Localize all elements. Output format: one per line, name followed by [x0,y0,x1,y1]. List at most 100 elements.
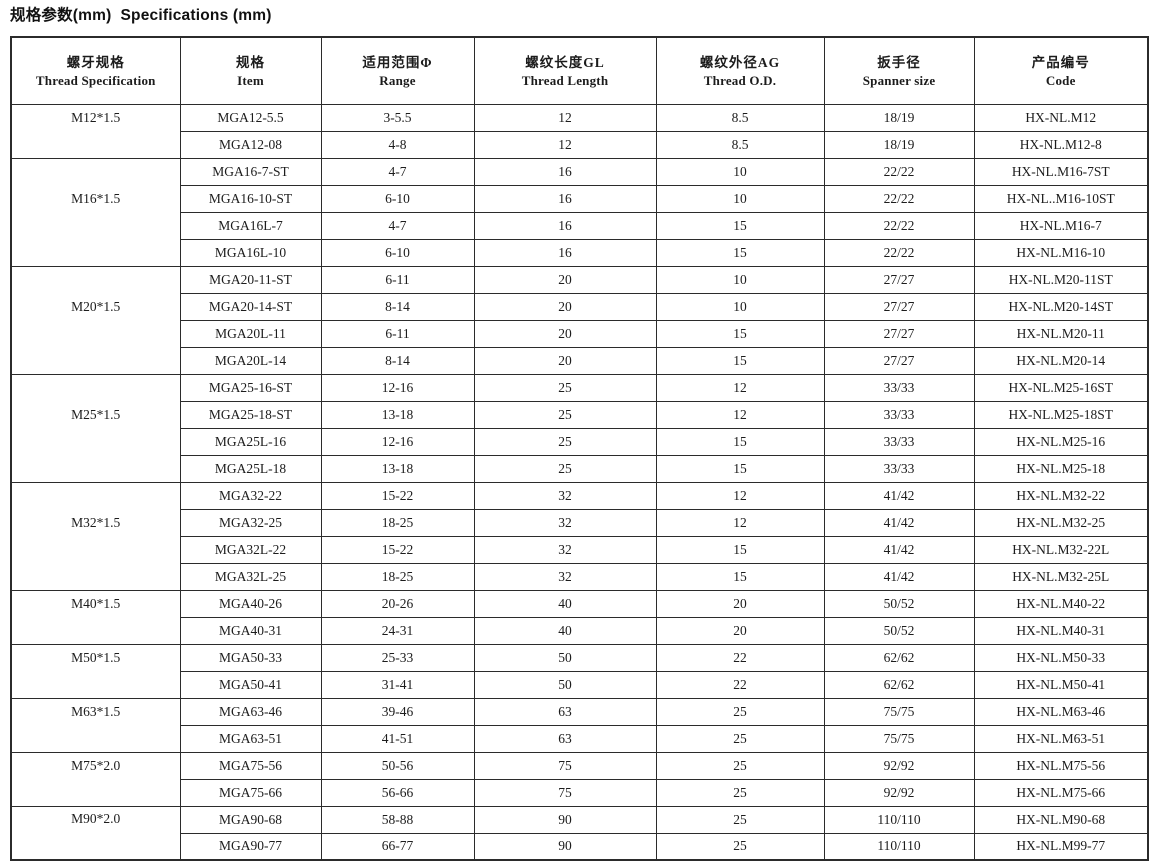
table-row: M75*2.0 MGA75-56 50-56 75 25 92/92 HX-NL.M75-5… [10,751,1149,807]
table-row: MGA32L-22 15-22 32 15 41/42 HX-NL.M32-22L [11,535,1149,564]
cell: MGA32-25 [179,508,322,537]
cell: HX-NL.M20-14 [973,346,1149,375]
cell: MGA16L-10 [179,238,322,267]
cell: 10 [655,292,825,321]
thread-spec-cell: M50*1.5 [10,643,181,699]
cell: 31-41 [320,670,475,699]
cell: 75/75 [823,724,975,753]
cell: 41/42 [823,481,975,510]
thread-spec-cell: M32*1.5 [10,481,181,591]
cell: 25 [655,724,825,753]
cell: 90 [473,805,657,834]
cell: 40 [473,589,657,618]
cell: 12 [655,373,825,402]
table-row: M63*1.5 MGA63-46 39-46 63 25 75/75 HX-NL.M63-4… [10,697,1149,753]
cell: 110/110 [823,805,975,834]
cell: MGA75-56 [179,751,322,780]
cell: 10 [655,157,825,186]
cell: MGA20-14-ST [179,292,322,321]
cell: 90 [473,832,657,861]
cell: 22/22 [823,238,975,267]
cell: HX-NL.M32-25L [973,562,1149,591]
cell: 15 [655,238,825,267]
cell: 66-77 [320,832,475,861]
cell: 25 [473,427,657,456]
page-title: 规格参数(mm) Specifications (mm) [10,7,272,24]
cell: 16 [473,157,657,186]
cell: MGA25L-16 [179,427,322,456]
cell: 15 [655,454,825,483]
cell: 41/42 [823,562,975,591]
cell: 50 [473,670,657,699]
header-row: 螺牙规格 Thread Specification 规格 Item 适用范围Φ Range… [10,36,1149,105]
cell: MGA20-11-ST [179,265,322,294]
cell: 75 [473,751,657,780]
table-row: MGA25L-16 12-16 25 15 33/33 HX-NL.M25-16 [11,427,1149,456]
header-label-en: Thread Specification [35,72,156,88]
cell: 58-88 [320,805,475,834]
cell: HX-NL.M16-7ST [973,157,1149,186]
cell: 41/42 [823,508,975,537]
cell: 6-10 [320,238,475,267]
cell: HX-NL..M16-10ST [973,184,1149,213]
cell: HX-NL.M32-22L [973,535,1149,564]
thread-spec-cell: M25*1.5 [10,373,181,483]
thread-spec-cell: M90*2.0 [10,805,181,861]
cell: 41/42 [823,535,975,564]
cell: 6-10 [320,184,475,213]
cell: 6-11 [320,265,475,294]
cell: 25 [655,778,825,807]
cell: 33/33 [823,373,975,402]
cell: 22/22 [823,211,975,240]
cell: HX-NL.M63-46 [973,697,1149,726]
table-row: MGA12-08 4-8 12 8.5 18/19 HX-NL.M12-8 [11,130,1149,159]
table-row: M20*1.5 MGA20-11-ST 6-11 20 10 27/27 HX-NL.M20… [10,265,1149,375]
cell: 25 [655,805,825,834]
header-label-zh: 螺牙规格 [66,54,125,70]
cell: HX-NL.M25-16 [973,427,1149,456]
header-label-en: Item [237,72,264,88]
table-row: MGA90-77 66-77 90 25 110/110 HX-NL.M99-77 [11,832,1149,861]
table-body: M12*1.5 MGA12-5.5 3-5.5 12 8.5 18/19 HX-NL.M12… [10,103,1149,861]
cell: 24-31 [320,616,475,645]
cell: 15 [655,319,825,348]
cell: MGA50-41 [179,670,322,699]
table-row: M16*1.5 MGA16-7-ST 4-7 16 10 22/22 HX-NL.M16-7… [10,157,1149,267]
cell: 15-22 [320,481,475,510]
cell: 20 [473,265,657,294]
table-row: MGA25-18-ST 13-18 25 12 33/33 HX-NL.M25-18ST [11,400,1149,429]
cell: HX-NL.M32-25 [973,508,1149,537]
cell: 12 [473,103,657,132]
table-row: MGA50-41 31-41 50 22 62/62 HX-NL.M50-41 [11,670,1149,699]
table-row: MGA20L-11 6-11 20 15 27/27 HX-NL.M20-11 [11,319,1149,348]
header-cell-3: 螺纹长度GL Thread Length [473,36,657,105]
table-row: MGA16-10-ST 6-10 16 10 22/22 HX-NL..M16-10ST [11,184,1149,213]
header-label-en: Code [1045,72,1076,88]
cell: HX-NL.M99-77 [973,832,1149,861]
header-label-zh: 适用范围Φ [362,54,433,70]
cell: MGA40-26 [179,589,322,618]
cell: 75 [473,778,657,807]
cell: MGA12-5.5 [179,103,322,132]
cell: 20 [473,292,657,321]
cell: 12 [655,481,825,510]
cell: MGA12-08 [179,130,322,159]
cell: HX-NL.M75-66 [973,778,1149,807]
header-cell-4: 螺纹外径AG Thread O.D. [655,36,825,105]
header-cell-1: 规格 Item [179,36,322,105]
header-label-zh: 螺纹外径AG [699,54,781,70]
cell: MGA63-46 [179,697,322,726]
cell: HX-NL.M12-8 [973,130,1149,159]
table-row: MGA20L-14 8-14 20 15 27/27 HX-NL.M20-14 [11,346,1149,375]
cell: MGA25-18-ST [179,400,322,429]
table-row: MGA16L-7 4-7 16 15 22/22 HX-NL.M16-7 [11,211,1149,240]
table-row: MGA40-31 24-31 40 20 50/52 HX-NL.M40-31 [11,616,1149,645]
cell: 8-14 [320,292,475,321]
cell: HX-NL.M75-56 [973,751,1149,780]
cell: 32 [473,481,657,510]
cell: 15 [655,427,825,456]
table-row: M50*1.5 MGA50-33 25-33 50 22 62/62 HX-NL.M50-3… [10,643,1149,699]
cell: 27/27 [823,346,975,375]
cell: 18-25 [320,562,475,591]
cell: HX-NL.M20-11 [973,319,1149,348]
